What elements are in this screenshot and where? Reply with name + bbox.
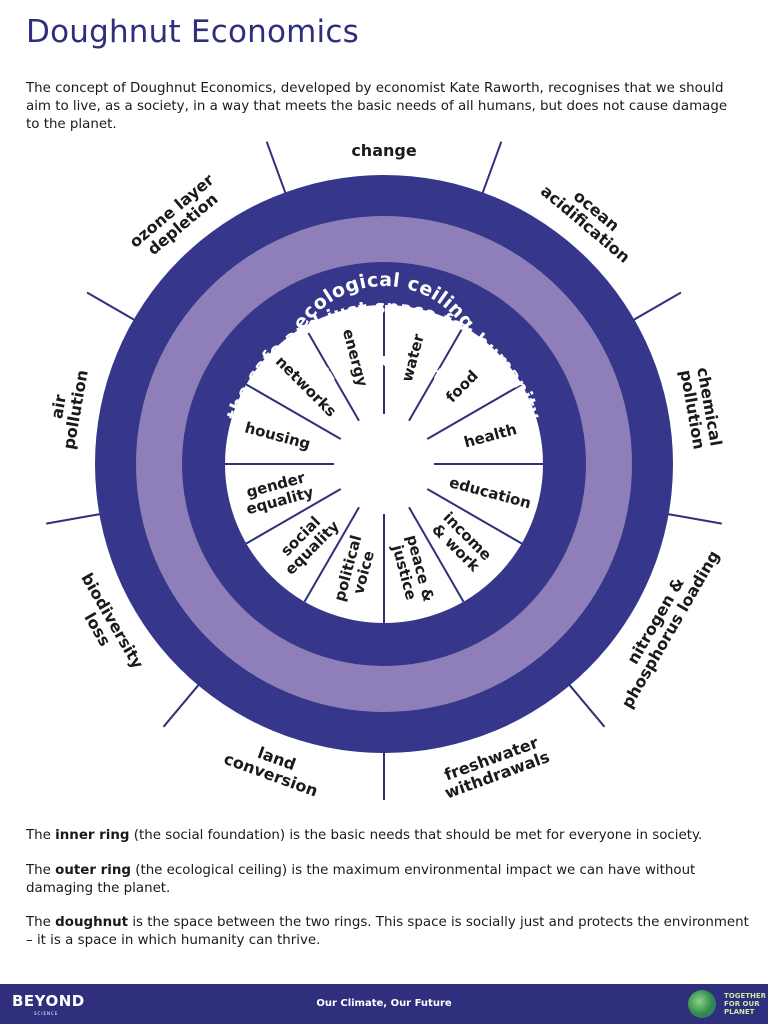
- explanation-outer-ring: The outer ring (the ecological ceiling) …: [26, 863, 696, 896]
- explanation-doughnut: The doughnut is the space between the tw…: [26, 915, 749, 948]
- doughnut-diagram: ecological ceiling the safe and just spa…: [42, 140, 726, 800]
- svg-text:airpollution: airpollution: [42, 365, 92, 450]
- beyond-logo-sub: SCIENCE: [34, 1011, 59, 1016]
- svg-text:chemicalpollution: chemicalpollution: [676, 365, 726, 450]
- ceiling-item-label: airpollution: [42, 365, 92, 450]
- ceiling-item-label: chemicalpollution: [676, 365, 726, 451]
- intro-paragraph: The concept of Doughnut Economics, devel…: [26, 81, 728, 132]
- social-spoke: [245, 383, 342, 440]
- together-badge: TOGETHER FOR OUR PLANET: [724, 992, 767, 1016]
- page-title: Doughnut Economics: [26, 14, 359, 50]
- beyond-logo[interactable]: BEYOND: [12, 992, 85, 1010]
- ceiling-item-label: climatechange: [351, 140, 418, 160]
- ceiling-item-label-line: air: [47, 393, 70, 420]
- svg-text:climatechange: climatechange: [351, 140, 418, 160]
- social-spoke: [303, 506, 360, 603]
- ceiling-item-label-line: climate: [351, 140, 418, 143]
- footer-bar: BEYOND SCIENCE Our Climate, Our Future T…: [0, 984, 768, 1024]
- globe-icon: [688, 990, 716, 1018]
- footer-tagline: Our Climate, Our Future: [316, 998, 452, 1009]
- social-spoke: [408, 325, 465, 422]
- social-spoke: [408, 506, 465, 603]
- social-spokes: [225, 305, 543, 623]
- social-core: [225, 305, 543, 623]
- social-spoke: [303, 325, 360, 422]
- social-spoke: [245, 488, 342, 545]
- explanation-inner-ring: The inner ring (the social foundation) i…: [26, 828, 703, 843]
- ceiling-item-label-line: change: [351, 141, 417, 160]
- social-spoke: [426, 383, 523, 440]
- social-spoke: [426, 488, 523, 545]
